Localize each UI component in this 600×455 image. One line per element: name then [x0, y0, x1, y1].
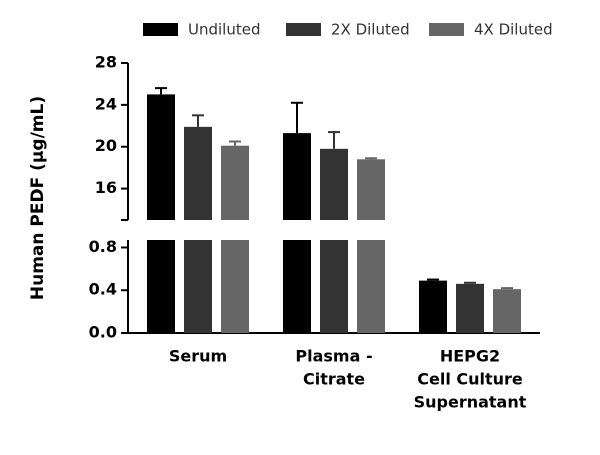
x-tick-label: Cell Culture — [417, 370, 523, 389]
y-tick-label: 20 — [95, 136, 117, 155]
y-tick-label: 16 — [95, 178, 117, 197]
bar — [419, 280, 447, 333]
bar — [357, 240, 385, 333]
bar — [184, 240, 212, 333]
y-tick-label: 0.8 — [89, 237, 117, 256]
y-tick-label: 28 — [95, 53, 117, 72]
legend-label: Undiluted — [188, 21, 260, 39]
bar — [283, 133, 311, 220]
y-tick-label: 24 — [95, 94, 117, 113]
bar — [456, 283, 484, 333]
y-tick-label: 0.4 — [89, 280, 117, 299]
bar — [147, 94, 175, 220]
bar — [184, 126, 212, 220]
legend-label: 2X Diluted — [331, 21, 410, 39]
legend-swatch — [286, 23, 321, 36]
x-tick-label: Citrate — [303, 370, 365, 389]
y-tick-label: 0.0 — [89, 323, 117, 342]
legend-swatch — [429, 23, 464, 36]
bar — [493, 289, 521, 333]
x-tick-label: Plasma - — [295, 347, 372, 366]
x-tick-label: Supernatant — [414, 393, 527, 412]
bar — [283, 240, 311, 333]
x-tick-label: HEPG2 — [440, 347, 500, 366]
bar — [221, 240, 249, 333]
bar — [221, 145, 249, 220]
bar — [147, 240, 175, 333]
bar — [357, 159, 385, 220]
bar — [320, 148, 348, 220]
bar — [320, 240, 348, 333]
legend-swatch — [143, 23, 178, 36]
y-axis-title: Human PEDF (μg/mL) — [28, 96, 48, 300]
legend-label: 4X Diluted — [474, 21, 553, 39]
x-tick-label: Serum — [169, 347, 227, 366]
